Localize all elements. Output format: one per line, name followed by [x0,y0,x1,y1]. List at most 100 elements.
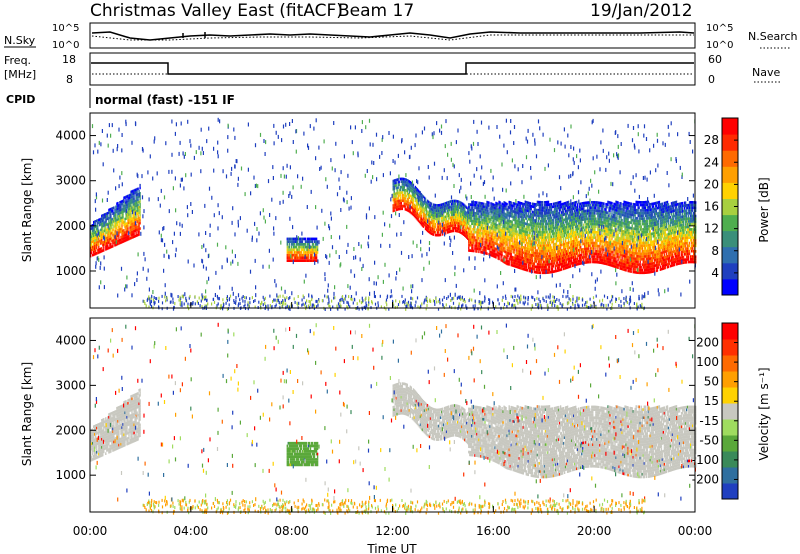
power-cell [134,215,136,219]
power-cell [614,213,616,217]
power-cell [526,255,528,259]
power-cell [309,256,312,260]
power-cell [520,250,522,254]
power-cell [420,201,423,204]
power-cell [403,196,405,200]
power-cell [90,243,92,247]
power-cell [525,200,527,204]
power-cell [484,213,486,217]
power-cell [521,205,523,208]
power-cell [497,208,499,211]
power-cell [560,224,563,228]
power-cell [407,198,409,202]
power-cell [130,220,132,224]
power-cell [514,246,516,249]
power-cell [392,185,394,188]
power-cell [618,231,620,235]
power-cell [483,221,485,225]
power-cell [617,201,619,204]
power-cell [139,205,141,209]
power-cell [540,230,543,234]
power-cell [544,230,547,234]
power-cell [423,215,426,219]
power-cell [449,230,451,233]
power-cell [550,259,553,263]
power-cell [409,199,411,203]
power-cell [553,261,556,265]
power-cell [458,216,460,220]
power-cell [519,207,521,210]
power-cell [125,203,127,207]
power-cell [441,219,444,223]
power-cell [459,200,461,204]
power-cell [110,245,112,249]
power-cell [129,237,131,240]
power-cell [116,210,118,214]
power-cell [553,245,556,249]
power-cell [463,230,465,234]
nsearch-label: N.Search [748,30,798,43]
power-cell [92,226,94,230]
power-cell [430,229,433,233]
power-cell [499,209,501,213]
power-cell [127,221,129,225]
power-cell [515,246,517,249]
power-cell [119,228,121,231]
power-cell [513,229,515,233]
power-cell [134,207,136,211]
power-cell [116,202,118,206]
power-cell [106,215,108,218]
power-cell [545,255,548,258]
nave-tick-low: 0 [708,73,715,86]
power-cell [557,223,560,226]
power-cell [532,267,535,271]
power-cell [99,248,101,251]
power-cell [524,206,526,209]
power-cell [98,229,100,233]
power-cell [111,207,113,210]
power-cell [418,193,421,196]
power-cell [416,212,419,216]
power-cell [555,226,558,229]
power-cell [478,250,480,254]
power-cell [623,235,625,239]
power-cell [484,224,486,228]
power-cell [492,219,494,222]
power-cell [126,195,128,198]
power-cell [469,219,471,223]
power-cell [128,215,130,219]
power-cell [102,243,104,247]
power-cell [118,217,120,221]
power-cell [509,201,511,204]
power-cell [507,222,509,225]
power-cell [512,226,514,230]
power-cell [550,238,553,241]
power-cell [536,203,539,207]
power-cell [546,271,549,274]
power-cell [537,225,540,228]
power-cell [469,235,471,239]
power-cell [411,196,414,199]
power-cell [438,209,441,212]
power-cell [114,238,116,242]
power-cell [534,241,537,244]
power-cell [477,247,479,251]
power-cell [102,222,104,225]
power-cell [482,234,484,238]
power-cell [525,263,527,266]
power-cell [494,233,496,237]
power-cell [468,216,470,220]
power-cell [402,185,404,189]
power-cell [139,200,141,203]
power-cell [485,211,487,214]
power-cell [98,234,100,238]
power-cell [315,251,318,254]
power-cell [537,257,540,261]
power-cell [521,251,523,254]
power-cell [522,227,524,230]
power-cell [295,259,298,262]
power-cell [546,203,549,207]
power-cell [421,218,424,222]
power-cell [519,223,521,226]
power-cell [452,202,454,206]
